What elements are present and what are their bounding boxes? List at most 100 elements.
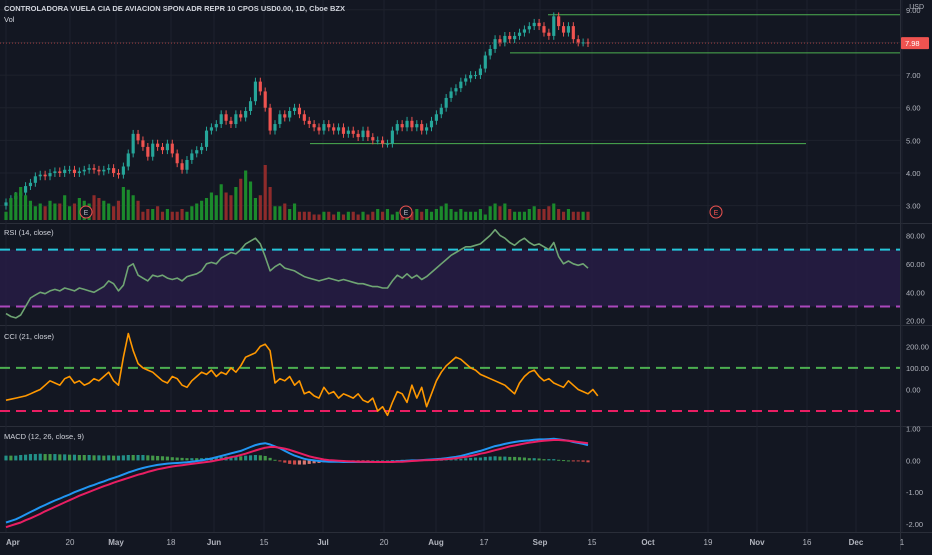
- candle-body: [131, 133, 135, 154]
- x-tick-label: 17: [480, 538, 489, 547]
- macd-histogram-bar: [92, 455, 96, 461]
- volume-bar: [4, 211, 8, 220]
- candle-body: [165, 143, 169, 151]
- candle-body: [439, 107, 443, 115]
- volume-bar: [317, 214, 321, 220]
- candle-body: [327, 124, 331, 128]
- macd-histogram-bar: [503, 456, 507, 461]
- candle-body: [195, 150, 199, 154]
- volume-bar: [346, 211, 350, 220]
- candle-body: [371, 137, 375, 141]
- candle-body: [561, 26, 566, 33]
- earnings-marker: [79, 205, 93, 219]
- price-tick-label: 3.00: [906, 202, 921, 211]
- candle-body: [82, 169, 86, 172]
- volume-bar: [381, 211, 385, 220]
- candle-body: [488, 48, 492, 56]
- candle-body: [4, 202, 8, 206]
- volume-bar: [268, 187, 272, 220]
- macd-histogram-bar: [200, 458, 204, 461]
- volume-bar: [239, 178, 243, 220]
- volume-bar: [390, 214, 394, 220]
- x-tick-label: Jul: [317, 538, 329, 547]
- volume-bar: [527, 209, 531, 220]
- earnings-marker-label: E: [404, 210, 409, 217]
- volume-bar: [141, 211, 145, 220]
- macd-histogram-bar: [307, 460, 311, 464]
- price-tick-label: 4.00: [906, 169, 921, 178]
- indicator-tick-label: -2.00: [906, 520, 923, 529]
- volume-bar: [297, 211, 302, 220]
- volume-bar: [292, 203, 297, 220]
- candle-body: [23, 186, 28, 193]
- macd-histogram-bar: [63, 454, 67, 461]
- candle-body: [156, 143, 160, 147]
- candle-body: [390, 130, 394, 144]
- x-tick-label: 20: [380, 538, 389, 547]
- macd-histogram-bar: [522, 457, 526, 461]
- volume-bar: [14, 192, 18, 220]
- volume-bar: [415, 209, 419, 220]
- candle-body: [356, 133, 360, 138]
- candle-body: [258, 81, 262, 92]
- macd-histogram-bar: [33, 454, 37, 461]
- volume-bar: [107, 203, 111, 220]
- volume-bar: [356, 214, 360, 220]
- volume-bar: [498, 206, 502, 220]
- volume-bar: [508, 209, 512, 220]
- volume-bar: [576, 211, 580, 220]
- macd-histogram-bar: [195, 458, 199, 461]
- candle-body: [361, 130, 365, 138]
- candle-body: [395, 124, 399, 131]
- candle-body: [376, 140, 380, 142]
- macd-histogram-bar: [488, 456, 492, 461]
- candle-body: [493, 39, 497, 49]
- x-tick-label: 15: [260, 538, 269, 547]
- cci-label: CCI (21, close): [4, 332, 55, 341]
- indicator-tick-label: 80.00: [906, 231, 925, 240]
- volume-bar: [444, 203, 448, 220]
- candle-body: [454, 88, 458, 92]
- candle-body: [449, 91, 453, 98]
- candle-body: [576, 39, 580, 43]
- macd-histogram-bar: [190, 458, 194, 461]
- volume-bar: [160, 211, 165, 220]
- macd-histogram-bar: [68, 454, 72, 461]
- macd-histogram-bar: [244, 455, 248, 461]
- candle-body: [77, 171, 81, 174]
- candle-body: [297, 107, 302, 115]
- candle-body: [420, 124, 424, 131]
- candle-body: [185, 159, 189, 170]
- x-tick-label: 18: [167, 538, 176, 547]
- volume-bar: [459, 209, 463, 220]
- candle-body: [517, 32, 522, 36]
- x-tick-label: Aug: [428, 538, 444, 547]
- indicator-tick-label: -1.00: [906, 488, 923, 497]
- macd-histogram-bar: [517, 457, 522, 461]
- candle-body: [48, 173, 52, 177]
- candle-body: [410, 120, 414, 128]
- earnings-marker-label: E: [84, 210, 89, 217]
- candle-body: [346, 130, 350, 134]
- volume-bar: [248, 181, 253, 220]
- macd-histogram-bar: [561, 460, 566, 462]
- candle-body: [72, 169, 77, 174]
- macd-histogram-bar: [478, 457, 482, 461]
- indicator-tick-label: 0.00: [906, 456, 921, 465]
- volume-bar: [547, 206, 551, 220]
- x-tick-label: Dec: [849, 538, 864, 547]
- macd-histogram-bar: [571, 460, 575, 462]
- candle-body: [400, 124, 404, 128]
- candle-body: [547, 32, 551, 36]
- x-tick-label: Nov: [749, 538, 765, 547]
- macd-histogram-bar: [288, 460, 292, 464]
- macd-histogram-bar: [263, 455, 267, 461]
- volume-bar: [429, 211, 434, 220]
- candle-body: [33, 176, 37, 183]
- rsi-band: [0, 249, 900, 307]
- volume-bar: [522, 211, 526, 220]
- volume-bar: [72, 203, 77, 220]
